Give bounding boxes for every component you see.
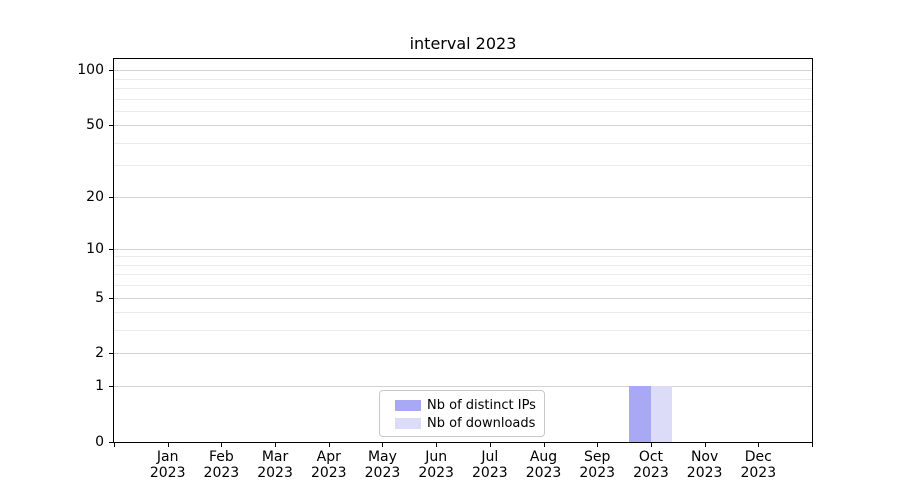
x-tick-month: Dec [744,449,772,465]
gridline-minor [114,87,812,89]
x-tick-month: Oct [638,449,664,465]
x-tick-month: Apr [316,449,341,465]
y-axis-tick [109,386,113,388]
x-axis-tick [167,443,169,447]
x-axis-tick [382,443,384,447]
y-tick-label: 50 [86,117,104,134]
legend-item-nb-of-downloads: Nb of downloads [395,414,538,432]
x-tick-year: 2023 [525,465,562,481]
gridline-major [114,297,812,299]
x-axis-tick [812,443,813,447]
x-tick-label-nov: Nov 2023 [677,449,733,481]
gridline-major [114,125,812,127]
x-axis-tick [114,443,115,447]
chart-title: interval 2023 [409,34,517,53]
gridline-minor [114,165,812,167]
x-tick-month: Jan [156,449,179,465]
x-tick-month: Sep [584,449,611,465]
x-tick-month: Aug [529,449,558,465]
legend-item-nb-of-distinct-ips: Nb of distinct IPs [395,396,538,414]
x-tick-label-oct: Oct 2023 [623,449,679,481]
x-axis-tick [650,443,652,447]
x-tick-year: 2023 [686,465,723,481]
gridline-minor [114,312,812,314]
x-tick-label-jul: Jul 2023 [462,449,518,481]
legend: Nb of distinct IPs Nb of downloads [379,390,545,437]
x-tick-month: Jun [425,449,448,465]
x-tick-month: Mar [261,449,289,465]
y-tick-label: 10 [86,240,104,257]
gridline-minor [114,274,812,276]
gridline-minor [114,256,812,258]
x-axis-tick [275,443,277,447]
gridline-minor [114,98,812,100]
x-tick-label-mar: Mar 2023 [247,449,303,481]
x-tick-year: 2023 [633,465,669,481]
y-axis-tick [109,353,113,355]
y-tick-label: 20 [86,188,104,205]
y-tick-label: 5 [95,289,104,306]
legend-label: Nb of distinct IPs [427,397,536,413]
x-axis-tick [758,443,760,447]
y-tick-label: 2 [95,345,104,362]
y-tick-label: 100 [77,62,104,79]
gridline-minor [114,78,812,80]
x-axis-tick [543,443,545,447]
y-axis-tick [109,70,113,72]
y-axis-tick [109,125,113,127]
x-tick-month: May [367,449,397,465]
y-tick-label: 0 [95,434,104,450]
x-axis-tick [597,443,599,447]
x-tick-label-jun: Jun 2023 [408,449,464,481]
legend-swatch [395,399,421,411]
y-axis-tick [109,248,113,250]
x-tick-month: Feb [208,449,234,465]
gridline-minor [114,142,812,144]
x-axis-tick [436,443,438,447]
x-tick-label-apr: Apr 2023 [301,449,357,481]
gridline-major [114,196,812,198]
plot-area [113,58,813,443]
x-axis-tick [704,443,706,447]
x-tick-label-aug: Aug 2023 [516,449,572,481]
x-axis-tick [489,443,491,447]
y-axis-tick [109,297,113,299]
legend-label: Nb of downloads [427,415,536,431]
x-tick-label-dec: Dec 2023 [730,449,786,481]
x-tick-year: 2023 [418,465,454,481]
x-tick-year: 2023 [472,465,508,481]
x-tick-label-may: May 2023 [354,449,410,481]
gridline-minor [114,264,812,266]
y-axis-tick [109,442,113,443]
y-axis-tick [109,196,113,198]
x-tick-month: Jul [481,449,499,465]
bar-nb-of-downloads-oct [650,386,673,442]
x-tick-label-feb: Feb 2023 [193,449,249,481]
x-tick-year: 2023 [310,465,347,481]
gridline-major [114,70,812,72]
x-tick-year: 2023 [203,465,240,481]
gridline-minor [114,110,812,112]
gridline-major [114,248,812,250]
gridline-major [114,386,812,388]
gridline-minor [114,285,812,287]
gridline-major [114,353,812,355]
x-tick-label-jan: Jan 2023 [140,449,196,481]
legend-swatch [395,417,421,429]
x-tick-month: Nov [690,449,719,465]
x-tick-label-sep: Sep 2023 [569,449,625,481]
x-axis-tick [328,443,330,447]
gridline-minor [114,330,812,332]
x-tick-year: 2023 [740,465,777,481]
y-tick-label: 1 [95,378,104,395]
x-axis-tick [221,443,223,447]
x-tick-year: 2023 [149,465,186,481]
x-tick-year: 2023 [257,465,293,481]
bar-nb-of-distinct-ips-oct [629,386,651,442]
x-tick-year: 2023 [579,465,616,481]
x-tick-year: 2023 [364,465,401,481]
